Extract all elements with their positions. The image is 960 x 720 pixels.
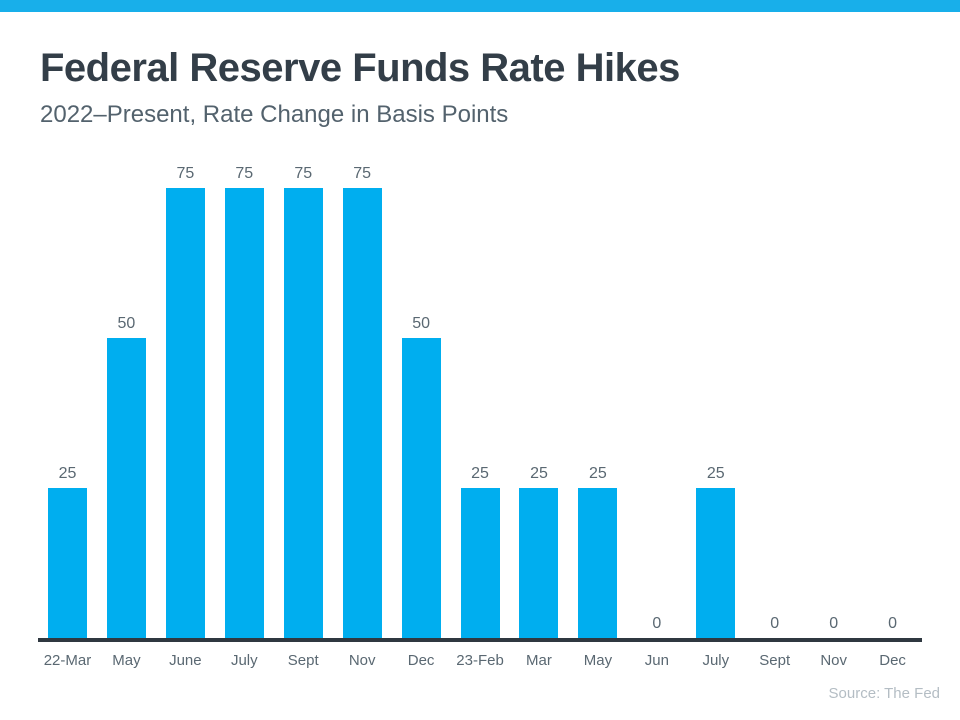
- bar: [401, 338, 441, 638]
- bar: [224, 188, 264, 638]
- bar-value-label: 0: [770, 615, 780, 632]
- x-axis-tick-label: May: [112, 652, 141, 669]
- bar-group: 75: [156, 165, 215, 638]
- bar-group: 75: [274, 165, 333, 638]
- x-axis-tick-label: July: [230, 652, 258, 669]
- bar-value-label: 75: [294, 165, 313, 182]
- x-axis-tick-label: 23-Feb: [456, 652, 504, 669]
- bar-group: 0: [627, 615, 686, 638]
- x-axis-labels: 22-Mar May June July Sept Nov Dec 23-Feb Mar May J…: [38, 651, 922, 671]
- bar-group: 50: [97, 315, 156, 638]
- bar: [47, 488, 87, 638]
- x-axis-tick-label: Dec: [879, 652, 906, 669]
- bar-group: 25: [451, 465, 510, 638]
- bar-value-label: 25: [58, 465, 77, 482]
- bar-group: 0: [863, 615, 922, 638]
- source-credit: Source: The Fed: [828, 685, 940, 702]
- x-axis-tick-label: Nov: [348, 652, 376, 669]
- bar-value-label: 75: [176, 165, 195, 182]
- bar: [342, 188, 382, 638]
- bar-value-label: 0: [829, 615, 839, 632]
- bar-group: 25: [686, 465, 745, 638]
- bar-group: 25: [510, 465, 569, 638]
- bar-group: 50: [392, 315, 451, 638]
- bar-group: 25: [38, 465, 97, 638]
- bar-value-label: 25: [471, 465, 489, 482]
- bar-value-label: 50: [412, 315, 430, 332]
- bar-value-label: 50: [117, 315, 136, 332]
- x-axis-tick-label: Nov: [820, 652, 847, 669]
- bar-value-label: 75: [353, 165, 372, 182]
- chart-subtitle: 2022–Present, Rate Change in Basis Point…: [40, 101, 509, 128]
- bar-group: 75: [215, 165, 274, 638]
- x-axis-tick-label: Dec: [407, 652, 435, 669]
- bar: [696, 488, 736, 638]
- bar: [165, 188, 205, 638]
- x-axis-tick-label: Sept: [759, 652, 791, 669]
- chart-title: Federal Reserve Funds Rate Hikes: [40, 46, 680, 90]
- accent-strip: [0, 0, 960, 12]
- bar-chart: 25 50 75 75 75 75 50 25 25 25 0 25 0 0 0: [38, 158, 922, 638]
- bar-value-label: 25: [530, 465, 548, 482]
- x-axis-tick-label: June: [169, 652, 202, 669]
- bar-value-label: 0: [652, 615, 662, 632]
- x-axis-tick-label: Mar: [526, 652, 552, 669]
- bar-value-label: 75: [235, 165, 254, 182]
- x-axis-tick-label: Sept: [287, 652, 319, 669]
- bar-group: 25: [568, 465, 627, 638]
- x-axis-line: [38, 638, 922, 642]
- bar-value-label: 25: [706, 465, 725, 482]
- x-axis-tick-label: May: [583, 652, 613, 669]
- x-axis-tick-label: July: [702, 652, 730, 669]
- bar-group: 0: [745, 615, 804, 638]
- bar-value-label: 25: [589, 465, 607, 482]
- bar: [578, 488, 618, 638]
- bar-value-label: 0: [888, 615, 898, 632]
- x-axis-tick-label: Jun: [644, 652, 669, 669]
- bar: [283, 188, 323, 638]
- bar: [106, 338, 146, 638]
- bar-group: 0: [804, 615, 863, 638]
- x-axis-tick-label: 22-Mar: [43, 652, 92, 669]
- bar: [460, 488, 500, 638]
- bar: [519, 488, 559, 638]
- bar-group: 75: [333, 165, 392, 638]
